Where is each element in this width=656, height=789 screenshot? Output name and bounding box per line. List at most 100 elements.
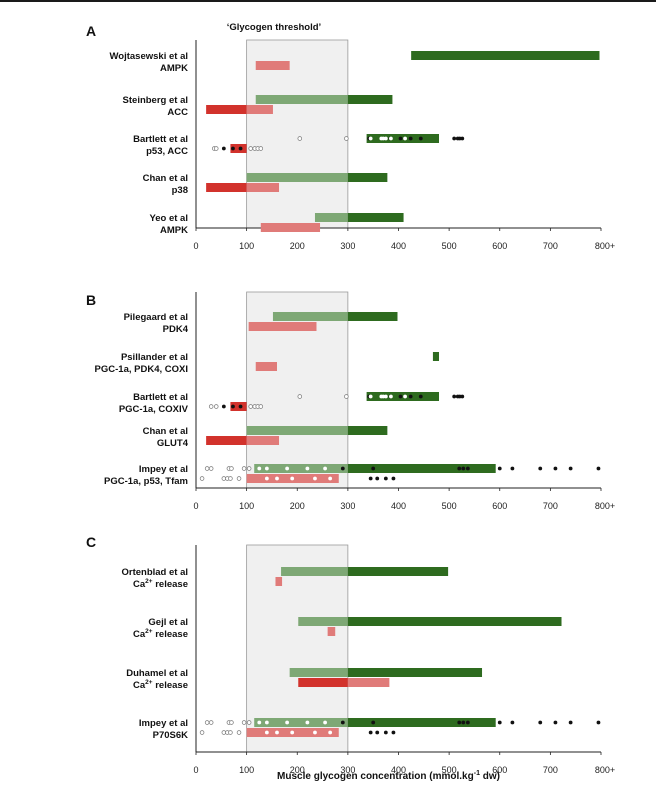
bar-green-dark bbox=[347, 95, 393, 104]
data-point-open bbox=[241, 466, 247, 471]
threshold-zone bbox=[246, 544, 349, 753]
target-label: PDK4 bbox=[163, 324, 189, 335]
data-point-filled bbox=[368, 730, 373, 735]
bar-green-dark bbox=[366, 392, 439, 401]
x-tick-label: 600 bbox=[492, 501, 507, 511]
data-point-filled bbox=[391, 730, 396, 735]
threshold-label: ‘Glycogen threshold’ bbox=[227, 22, 322, 33]
data-point-filled bbox=[221, 146, 226, 151]
data-point-open bbox=[344, 394, 349, 399]
x-tick-label: 800+ bbox=[595, 241, 615, 251]
bar-red-light bbox=[248, 322, 317, 331]
data-point-filled bbox=[408, 136, 413, 141]
bar-green-light bbox=[246, 173, 348, 182]
x-tick-label: 200 bbox=[290, 501, 305, 511]
bar-green-dark bbox=[411, 51, 600, 60]
data-point-open bbox=[248, 404, 253, 409]
data-point-filled bbox=[391, 476, 396, 481]
data-point-filled bbox=[383, 476, 388, 481]
data-point-open bbox=[228, 730, 233, 735]
x-tick-label: 600 bbox=[492, 241, 507, 251]
data-point-filled bbox=[465, 720, 470, 725]
data-point-open bbox=[236, 730, 242, 735]
data-point-filled bbox=[553, 466, 558, 471]
data-point-filled bbox=[221, 404, 226, 409]
data-point-filled bbox=[398, 394, 403, 399]
study-name: Psillander et al bbox=[121, 352, 188, 363]
data-point-open bbox=[208, 404, 214, 409]
x-tick-label: 400 bbox=[391, 241, 406, 251]
x-tick-label: 300 bbox=[340, 241, 355, 251]
data-point-filled bbox=[596, 466, 601, 471]
bar-red-dark bbox=[206, 105, 247, 114]
data-point-filled bbox=[340, 466, 345, 471]
data-point-filled bbox=[465, 466, 470, 471]
data-point-filled bbox=[375, 476, 380, 481]
data-point-filled bbox=[383, 730, 388, 735]
bar-green-dark bbox=[347, 567, 449, 576]
data-point-filled bbox=[538, 720, 543, 725]
data-point-white bbox=[389, 136, 393, 141]
data-point-filled bbox=[398, 136, 403, 141]
data-point-filled bbox=[457, 466, 462, 471]
bar-red-dark bbox=[230, 144, 247, 153]
data-point-filled bbox=[553, 720, 558, 725]
data-point-white bbox=[285, 466, 290, 471]
data-point-filled bbox=[596, 720, 601, 725]
bar-green-light bbox=[254, 464, 348, 473]
bar-red-light bbox=[255, 61, 290, 70]
bar-green-dark bbox=[432, 352, 439, 361]
bar-red-dark bbox=[230, 402, 247, 411]
data-point-open bbox=[208, 466, 214, 471]
data-point-filled bbox=[231, 146, 235, 151]
x-tick-label: 700 bbox=[543, 501, 558, 511]
data-point-filled bbox=[497, 466, 502, 471]
bar-red-light bbox=[246, 183, 280, 192]
x-tick-label: 700 bbox=[543, 765, 558, 775]
threshold-zone bbox=[246, 291, 349, 489]
bar-green-light bbox=[246, 426, 348, 435]
data-point-open bbox=[199, 730, 205, 735]
x-tick-label: 100 bbox=[239, 241, 254, 251]
data-point-white bbox=[368, 394, 373, 399]
x-tick-label: 300 bbox=[340, 501, 355, 511]
study-name: Steinberg et al bbox=[123, 95, 188, 106]
data-point-open bbox=[199, 476, 205, 481]
data-point-white bbox=[313, 476, 317, 481]
study-name: Chan et al bbox=[143, 173, 188, 184]
data-point-filled bbox=[452, 394, 457, 399]
data-point-open bbox=[228, 476, 233, 481]
bar-green-dark bbox=[347, 718, 496, 727]
x-tick-label: 300 bbox=[340, 765, 355, 775]
data-point-filled bbox=[452, 136, 457, 141]
study-name: Gejl et al bbox=[148, 617, 188, 628]
data-point-white bbox=[264, 476, 269, 481]
data-point-white bbox=[264, 730, 269, 735]
data-point-filled bbox=[461, 466, 466, 471]
bar-red-dark bbox=[206, 183, 247, 192]
data-point-filled bbox=[238, 404, 243, 409]
data-point-filled bbox=[371, 720, 376, 725]
data-point-white bbox=[275, 730, 279, 735]
data-point-open bbox=[258, 146, 264, 151]
data-point-filled bbox=[368, 476, 373, 481]
bar-green-light bbox=[272, 312, 348, 321]
data-point-filled bbox=[375, 730, 380, 735]
target-label: PGC-1a, PDK4, COXI bbox=[95, 364, 188, 375]
target-label: PGC-1a, COXIV bbox=[119, 404, 189, 415]
study-name: Ortenblad et al bbox=[121, 567, 188, 578]
data-point-open bbox=[229, 466, 234, 471]
bar-red-light bbox=[347, 678, 390, 687]
data-point-white bbox=[403, 136, 407, 141]
data-point-filled bbox=[231, 404, 235, 409]
top-border bbox=[0, 0, 656, 2]
target-label: AMPK bbox=[160, 225, 188, 236]
data-point-open bbox=[246, 720, 252, 725]
x-tick-label: 600 bbox=[492, 765, 507, 775]
